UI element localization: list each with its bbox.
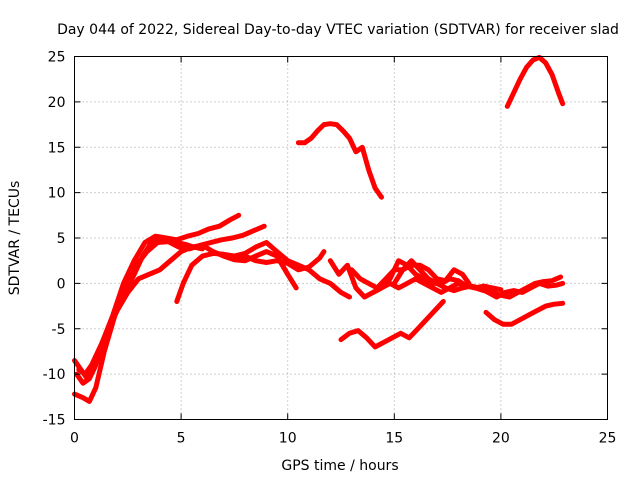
x-tick-label: 10 bbox=[279, 431, 297, 447]
x-tick-label: 25 bbox=[599, 431, 617, 447]
tick-labels: 0 5 10 15 20 25 -15 -10 -5 0 5 10 15 20 25 bbox=[43, 50, 617, 447]
x-tick-label: 20 bbox=[492, 431, 510, 447]
x-tick-label: 15 bbox=[385, 431, 403, 447]
series-arc-5 bbox=[174, 240, 352, 304]
grid bbox=[74, 56, 608, 420]
series-arc-3 bbox=[74, 235, 205, 386]
y-axis-label: SDTVAR / TECUs bbox=[7, 181, 23, 296]
y-tick-label: 10 bbox=[48, 186, 66, 202]
y-tick-label: -5 bbox=[52, 322, 66, 338]
y-tick-label: 25 bbox=[48, 50, 66, 66]
series-arc-4 bbox=[76, 242, 299, 377]
series-arc-6 bbox=[231, 249, 327, 273]
y-tick-label: -10 bbox=[43, 367, 66, 383]
y-tick-label: -15 bbox=[43, 413, 66, 429]
x-tick-label: 0 bbox=[70, 431, 79, 447]
y-tick-label: 15 bbox=[48, 140, 66, 156]
chart-title: Day 044 of 2022, Sidereal Day-to-day VTE… bbox=[57, 22, 619, 38]
series-arc-13 bbox=[391, 258, 566, 300]
series-arc-8 bbox=[504, 54, 566, 109]
y-tick-label: 20 bbox=[48, 95, 66, 111]
x-axis-label: GPS time / hours bbox=[281, 458, 398, 474]
series-arc-14 bbox=[483, 300, 566, 327]
series-arc-11 bbox=[349, 262, 472, 291]
y-tick-label: 0 bbox=[57, 276, 66, 292]
series-arc-7 bbox=[295, 121, 384, 200]
series-arc-9 bbox=[338, 299, 446, 350]
series-arc-2 bbox=[72, 223, 267, 404]
axis-ticks bbox=[74, 56, 608, 420]
x-tick-label: 5 bbox=[177, 431, 186, 447]
y-tick-label: 5 bbox=[57, 231, 66, 247]
series-layer bbox=[72, 54, 566, 404]
